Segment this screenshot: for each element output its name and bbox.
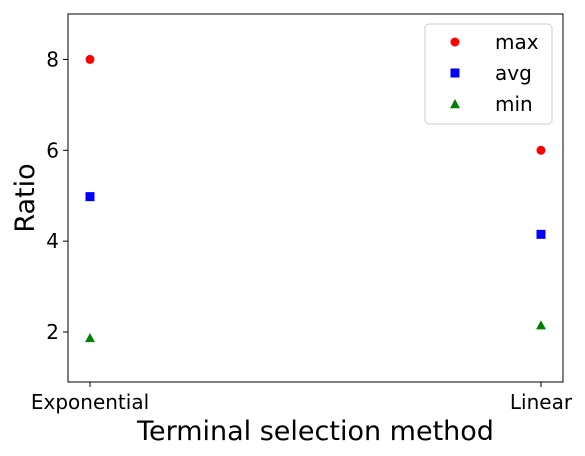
x-axis-title: Terminal selection method (136, 416, 494, 447)
legend-label-avg: avg (495, 61, 532, 85)
y-tick-label: 8 (46, 47, 59, 71)
legend-marker-avg (450, 68, 460, 78)
plot-frame (67, 13, 564, 383)
data-point-avg-exponential (85, 192, 95, 202)
legend-label-max: max (495, 30, 539, 54)
data-point-max-exponential (85, 54, 95, 64)
legend-label-min: min (495, 92, 533, 116)
y-tick-label: 2 (46, 320, 59, 344)
legend-marker-max (450, 37, 460, 47)
legend-marker-min (450, 99, 460, 109)
y-tick-label: 4 (46, 229, 59, 253)
axis-ticks: 2 4 6 8 Exponential Linear (31, 47, 573, 414)
y-tick-label: 6 (46, 138, 59, 162)
legend-box (424, 23, 553, 125)
data-marks (85, 54, 546, 343)
legend: max avg min (424, 23, 553, 125)
data-point-min-linear (536, 320, 546, 330)
data-point-min-exponential (85, 332, 95, 343)
y-axis-title: Ratio (10, 163, 41, 232)
data-point-max-linear (536, 145, 546, 155)
x-tick-label: Linear (510, 390, 573, 414)
x-tick-label: Exponential (31, 390, 149, 414)
data-point-avg-linear (536, 229, 546, 239)
